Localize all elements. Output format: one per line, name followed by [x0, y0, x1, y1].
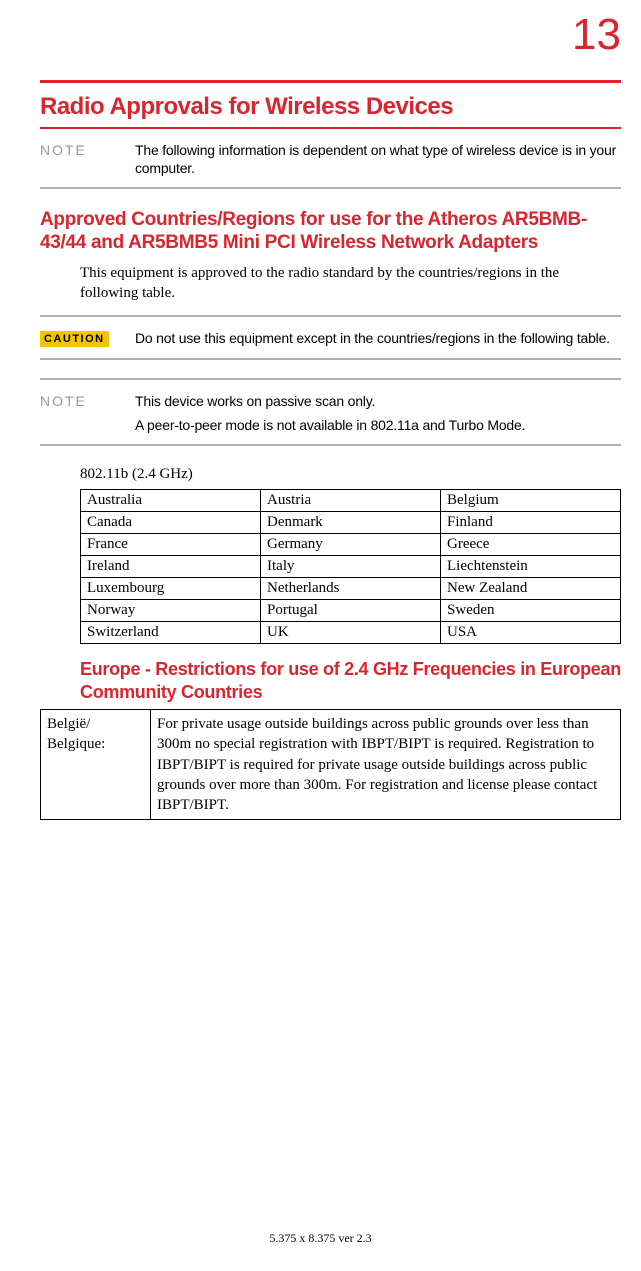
country-cell: Portugal [261, 600, 441, 622]
country-cell: Germany [261, 534, 441, 556]
countries-table: AustraliaAustriaBelgiumCanadaDenmarkFinl… [80, 489, 621, 644]
table-row: NorwayPortugalSweden [81, 600, 621, 622]
caution-block: CAUTION Do not use this equipment except… [40, 329, 621, 347]
country-cell: Austria [261, 490, 441, 512]
rule-top [40, 80, 621, 83]
country-cell: Finland [441, 512, 621, 534]
country-cell: Australia [81, 490, 261, 512]
rule-caution-top [40, 315, 621, 317]
country-cell: New Zealand [441, 578, 621, 600]
country-cell: Belgium [441, 490, 621, 512]
country-cell: UK [261, 622, 441, 644]
section2-heading: Europe - Restrictions for use of 2.4 GHz… [80, 658, 621, 703]
caution-badge: CAUTION [40, 329, 135, 347]
table-row: AustraliaAustriaBelgium [81, 490, 621, 512]
section1-heading: Approved Countries/Regions for use for t… [40, 209, 621, 255]
country-cell: Italy [261, 556, 441, 578]
rule-note1 [40, 187, 621, 189]
country-cell: Sweden [441, 600, 621, 622]
rule-under-title [40, 127, 621, 129]
section1-body: This equipment is approved to the radio … [80, 263, 621, 304]
title-main: Radio Approvals for Wireless Devices [40, 93, 621, 121]
country-cell: Netherlands [261, 578, 441, 600]
country-cell: Luxembourg [81, 578, 261, 600]
restrictions-table: België/ Belgique:For private usage outsi… [40, 709, 621, 820]
table-row: FranceGermanyGreece [81, 534, 621, 556]
country-cell: Canada [81, 512, 261, 534]
note2-line2: A peer-to-peer mode is not available in … [135, 416, 525, 434]
note-label-1: NOTE [40, 141, 135, 177]
note-label-2: NOTE [40, 392, 135, 434]
table-row: SwitzerlandUKUSA [81, 622, 621, 644]
rule-note2-bottom [40, 444, 621, 446]
country-cell: Denmark [261, 512, 441, 534]
table-row: LuxembourgNetherlandsNew Zealand [81, 578, 621, 600]
table-row: IrelandItalyLiechtenstein [81, 556, 621, 578]
page-number: 13 [572, 10, 621, 60]
rule-caution-bottom [40, 358, 621, 360]
caution-text: Do not use this equipment except in the … [135, 329, 610, 347]
footer-text: 5.375 x 8.375 ver 2.3 [0, 1231, 641, 1246]
country-cell: Ireland [81, 556, 261, 578]
restriction-key: België/ Belgique: [41, 710, 151, 820]
country-cell: Norway [81, 600, 261, 622]
country-cell: Greece [441, 534, 621, 556]
caution-label: CAUTION [40, 331, 109, 347]
country-cell: Switzerland [81, 622, 261, 644]
table-row: CanadaDenmarkFinland [81, 512, 621, 534]
country-cell: France [81, 534, 261, 556]
note-text-1: The following information is dependent o… [135, 141, 621, 177]
restriction-value: For private usage outside buildings acro… [151, 710, 621, 820]
spec-label: 802.11b (2.4 GHz) [80, 466, 621, 483]
table-row: België/ Belgique:For private usage outsi… [41, 710, 621, 820]
rule-note2-top [40, 378, 621, 380]
note-block-2: NOTE This device works on passive scan o… [40, 392, 621, 434]
country-cell: USA [441, 622, 621, 644]
note-block-1: NOTE The following information is depend… [40, 141, 621, 177]
note2-line1: This device works on passive scan only. [135, 392, 525, 410]
country-cell: Liechtenstein [441, 556, 621, 578]
